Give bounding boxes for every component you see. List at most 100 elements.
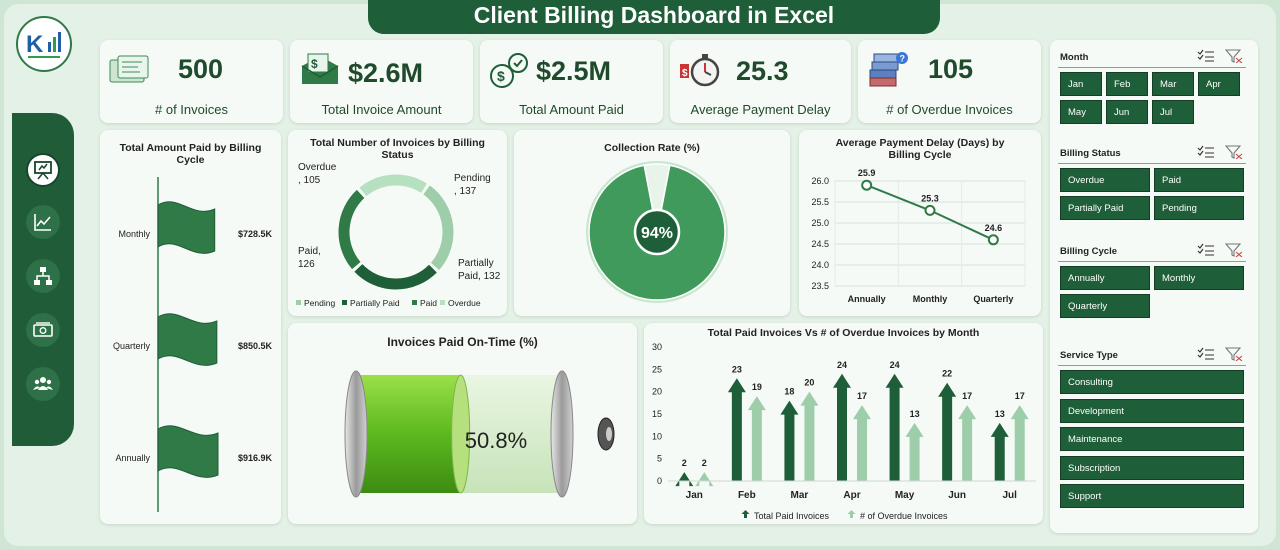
data-label: 24 [837, 360, 847, 370]
chart-title: Average Payment Delay (Days) by Billing … [835, 137, 1005, 161]
delay-by-cycle-panel: Average Payment Delay (Days) by Billing … [799, 130, 1041, 316]
logo: K [16, 16, 72, 72]
category-label: Monthly [913, 294, 948, 304]
kpi-value: 105 [928, 54, 974, 84]
data-label: 94% [641, 225, 673, 242]
slicer-item-jun[interactable]: Jun [1106, 100, 1148, 124]
category-label: Apr [843, 490, 860, 501]
tick-label: 0 [657, 476, 662, 486]
svg-text:$: $ [497, 68, 505, 84]
tick-label: 23.5 [811, 281, 829, 291]
legend-label: Paid [420, 298, 437, 308]
slicer-item-overdue[interactable]: Overdue [1060, 168, 1150, 192]
bar [727, 378, 746, 481]
legend-label: Pending [304, 298, 335, 308]
chart-title: Total Amount Paid by Billing Cycle [119, 142, 262, 166]
multi-select-icon[interactable] [1197, 347, 1214, 360]
legend-swatch [741, 510, 750, 518]
slicer-item-may[interactable]: May [1060, 100, 1102, 124]
svg-text:$: $ [311, 57, 318, 71]
collection-rate-chart: 94% [586, 161, 728, 303]
data-label: 20 [804, 378, 814, 388]
tick-label: 24.5 [811, 239, 829, 249]
slicer-item-subscription[interactable]: Subscription [1060, 455, 1244, 480]
legend-label: Total Paid Invoices [754, 511, 830, 521]
bar [853, 405, 871, 481]
slicer-item-development[interactable]: Development [1060, 398, 1244, 423]
paid-by-cycle-panel: Total Amount Paid by Billing Cycle Month… [100, 130, 281, 524]
slicer-item-paid[interactable]: Paid [1154, 168, 1244, 192]
bar [800, 391, 819, 481]
presentation-icon [34, 161, 52, 180]
donut-slice [338, 189, 365, 270]
multi-select-icon[interactable] [1197, 243, 1214, 256]
legend-label: # of Overdue Invoices [860, 511, 948, 521]
kpi-total-amount-paid-card: $ $2.5M Total Amount Paid [480, 40, 663, 123]
chart-title: Invoices Paid On-Time (%) [387, 335, 538, 349]
bar [157, 313, 218, 366]
data-label: 2 [702, 458, 707, 468]
battery-left-cap [344, 370, 368, 498]
bar [780, 400, 799, 481]
pie-slice [643, 163, 671, 233]
slicer-title-service-type: Service Type [1060, 350, 1118, 361]
money-bag-icon: $ [490, 53, 528, 88]
bar [833, 373, 851, 481]
nav-team-button[interactable] [26, 367, 60, 401]
slicer-item-mar[interactable]: Mar [1152, 72, 1194, 96]
delay-by-cycle-chart: 26.0 25.5 25.0 24.5 24.0 23.5 25.9 Annually 25.3… [811, 168, 1026, 304]
slicer-item-quarterly[interactable]: Quarterly [1060, 294, 1150, 318]
slicer-item-maintenance[interactable]: Maintenance [1060, 427, 1244, 451]
slicer-item-apr[interactable]: Apr [1198, 72, 1240, 96]
nav-hierarchy-button[interactable] [26, 259, 60, 293]
bar [905, 422, 924, 481]
kpi-label: Average Payment Delay [690, 102, 831, 117]
tick-label: 25 [652, 364, 662, 374]
nav-line-chart-button[interactable] [26, 205, 60, 239]
multi-select-icon[interactable] [1197, 145, 1214, 158]
slicer-item-jan[interactable]: Jan [1060, 72, 1102, 96]
slicer-item-annually[interactable]: Annually [1060, 266, 1150, 290]
clear-filter-icon[interactable] [1224, 145, 1243, 159]
divider [1058, 261, 1246, 262]
clear-filter-icon[interactable] [1224, 347, 1243, 361]
collection-rate-panel: Collection Rate (%) 94% [514, 130, 790, 316]
category-label: Annually [115, 453, 150, 463]
slicer-item-pending[interactable]: Pending [1154, 196, 1244, 220]
category-label: Quarterly [113, 341, 151, 351]
slicer-item-jul[interactable]: Jul [1152, 100, 1194, 124]
multi-select-icon[interactable] [1197, 49, 1214, 62]
kpi-value: 25.3 [736, 56, 789, 86]
nav-money-button[interactable] [26, 313, 60, 347]
slicer-item-consulting[interactable]: Consulting [1060, 370, 1244, 394]
category-label: Monthly [118, 229, 150, 239]
kpi-label: Total Invoice Amount [321, 102, 442, 117]
category-label: Mar [791, 490, 809, 501]
data-label: 22 [942, 369, 952, 379]
tick-label: 25.0 [811, 218, 829, 228]
data-label: Overdue [298, 162, 337, 173]
donut-slice [359, 174, 428, 197]
svg-text:K: K [26, 31, 44, 58]
tick-label: 20 [652, 387, 662, 397]
slicer-title-billing-cycle: Billing Cycle [1060, 246, 1118, 257]
slicer-sidebar: Month Jan Feb Mar Apr May Jun Jul Billing Stat… [1050, 40, 1258, 533]
data-label: $728.5K [238, 229, 273, 239]
overdue-files-icon: ? [869, 52, 908, 87]
paid-vs-overdue-panel: Total Paid Invoices Vs # of Overdue Invo… [644, 323, 1043, 524]
legend-swatch [342, 300, 347, 305]
category-label: Annually [848, 294, 886, 304]
side-nav [12, 113, 74, 446]
slicer-item-feb[interactable]: Feb [1106, 72, 1148, 96]
clear-filter-icon[interactable] [1224, 243, 1243, 257]
battery-fill-end [451, 374, 471, 494]
slicer-item-partially-paid[interactable]: Partially Paid [1060, 196, 1150, 220]
data-label: 25.9 [858, 168, 876, 178]
nav-presentation-button[interactable] [26, 153, 60, 187]
invoices-icon [109, 55, 149, 83]
slicer-item-monthly[interactable]: Monthly [1154, 266, 1244, 290]
slicer-item-support[interactable]: Support [1060, 484, 1244, 508]
money-envelope-icon: $ [301, 53, 339, 84]
clear-filter-icon[interactable] [1224, 49, 1243, 63]
